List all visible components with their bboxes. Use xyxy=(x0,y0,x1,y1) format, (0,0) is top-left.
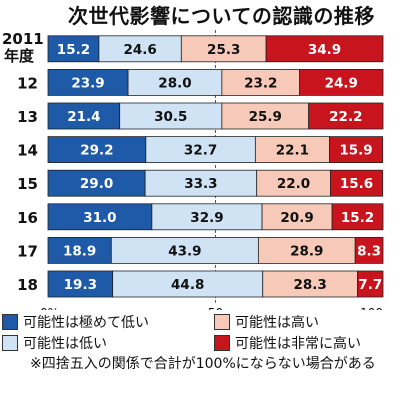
bar-value-label: 28.0 xyxy=(158,75,191,91)
legend-swatch-high xyxy=(214,314,230,330)
bar-segment xyxy=(331,203,384,231)
chart-title: 次世代影響についての認識の推移 xyxy=(68,4,375,28)
legend-item-very-high: 可能性は非常に高い xyxy=(214,333,361,353)
bar-value-label: 28.3 xyxy=(293,277,326,293)
legend-swatch-very-high xyxy=(214,335,230,351)
bar-segment xyxy=(47,136,147,164)
year-label: 12 xyxy=(17,74,38,92)
bar-value-label: 15.6 xyxy=(340,176,373,192)
legend-label-low: 可能性は低い xyxy=(23,336,107,352)
x-tick-label: 100 xyxy=(360,306,383,310)
bar-segment xyxy=(47,203,153,231)
x-tick-label: 50 xyxy=(208,306,223,310)
year-label: 15 xyxy=(17,175,38,193)
year-label: 年度 xyxy=(4,47,35,65)
bar-value-label: 43.9 xyxy=(168,243,201,259)
bar-segment xyxy=(47,102,121,130)
bar-value-label: 28.9 xyxy=(290,243,323,259)
legend-item-very-low: 可能性は極めて低い xyxy=(2,312,149,332)
bar-value-label: 25.3 xyxy=(207,42,240,58)
bar-value-label: 15.2 xyxy=(57,42,90,58)
bar-segment xyxy=(308,102,384,130)
bar-value-label: 29.2 xyxy=(80,143,113,159)
bar-segment xyxy=(328,136,384,164)
bar-value-label: 22.1 xyxy=(276,143,309,159)
bar-value-label: 22.0 xyxy=(277,176,310,192)
bar-value-label: 30.5 xyxy=(154,109,187,125)
bar-segment xyxy=(127,69,223,96)
bar-segment xyxy=(262,270,358,298)
legend-swatch-low xyxy=(2,335,18,351)
bar-segment xyxy=(112,270,264,298)
bar-value-label: 24.6 xyxy=(123,42,156,58)
bar-value-label: 32.7 xyxy=(184,143,217,159)
legend-label-very-low: 可能性は極めて低い xyxy=(23,315,149,331)
bar-segment xyxy=(151,203,263,231)
legend-item-high: 可能性は高い xyxy=(214,312,319,332)
bar-segment xyxy=(299,69,384,96)
bar-segment xyxy=(221,102,310,130)
bar-value-label: 22.2 xyxy=(329,109,362,125)
year-label: 16 xyxy=(17,209,38,227)
bar-segment xyxy=(330,169,384,197)
bar-value-label: 29.0 xyxy=(80,176,113,192)
bar-segment xyxy=(98,35,182,63)
bar-segment xyxy=(357,270,384,298)
bar-value-label: 23.2 xyxy=(244,75,277,91)
bar-segment xyxy=(47,35,100,63)
year-label: 18 xyxy=(17,276,38,294)
bar-segment xyxy=(110,236,259,264)
legend-label-high: 可能性は高い xyxy=(235,315,319,331)
bar-value-label: 44.8 xyxy=(171,277,204,293)
bar-value-label: 31.0 xyxy=(83,210,116,226)
bar-value-label: 19.3 xyxy=(64,277,97,293)
bar-segment xyxy=(354,236,384,264)
bar-value-label: 18.9 xyxy=(63,243,96,259)
bar-value-label: 33.3 xyxy=(184,176,217,192)
legend-label-very-high: 可能性は非常に高い xyxy=(235,336,361,352)
bar-value-label: 15.9 xyxy=(339,143,372,159)
bar-segment xyxy=(265,35,384,63)
year-label: 2011 xyxy=(2,30,44,48)
bar-value-label: 25.9 xyxy=(249,109,282,125)
bar-segment xyxy=(47,270,114,298)
bar-segment xyxy=(119,102,223,130)
bar-value-label: 20.9 xyxy=(280,210,313,226)
bar-value-label: 7.7 xyxy=(358,277,382,293)
bar-segment xyxy=(180,35,267,63)
legend-swatch-very-low xyxy=(2,314,18,330)
bar-value-label: 32.9 xyxy=(190,210,223,226)
bar-segment xyxy=(256,169,331,197)
bar-segment xyxy=(47,236,112,264)
bar-value-label: 24.9 xyxy=(325,75,358,91)
x-tick-label: 0% xyxy=(40,306,59,310)
footnote: ※四捨五入の関係で合計が100%にならない場合がある xyxy=(30,356,376,372)
year-label: 13 xyxy=(17,108,38,126)
bar-value-label: 8.3 xyxy=(357,243,381,259)
year-label: 14 xyxy=(17,142,38,160)
year-label: 17 xyxy=(17,242,38,260)
bar-segment xyxy=(144,169,258,197)
bar-value-label: 15.2 xyxy=(341,210,374,226)
bar-segment xyxy=(257,236,356,264)
bar-segment xyxy=(145,136,256,164)
bar-value-label: 21.4 xyxy=(67,109,100,125)
bar-value-label: 34.9 xyxy=(308,42,341,58)
bar-value-label: 23.9 xyxy=(71,75,104,91)
legend-item-low: 可能性は低い xyxy=(2,333,107,353)
